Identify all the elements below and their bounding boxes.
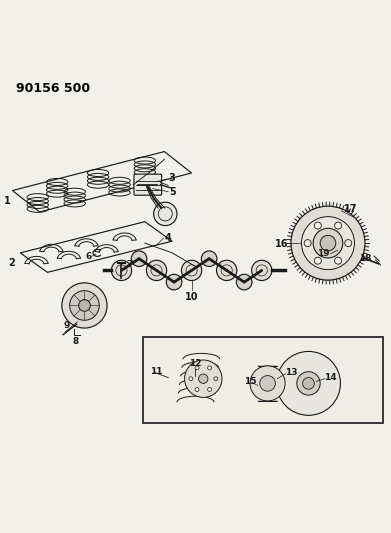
Circle shape	[217, 260, 237, 280]
Circle shape	[314, 222, 321, 229]
Text: 2: 2	[9, 257, 16, 268]
Circle shape	[208, 366, 212, 370]
Circle shape	[154, 202, 177, 225]
Text: 18: 18	[359, 254, 371, 263]
Circle shape	[185, 360, 222, 398]
Circle shape	[237, 274, 252, 290]
Circle shape	[131, 251, 147, 266]
Circle shape	[195, 366, 199, 370]
Text: 3: 3	[168, 173, 175, 183]
Circle shape	[260, 376, 275, 391]
Circle shape	[276, 351, 341, 415]
Text: 9: 9	[64, 321, 70, 330]
Circle shape	[335, 222, 342, 229]
Text: 19: 19	[317, 249, 330, 258]
Circle shape	[195, 387, 199, 391]
Text: 10: 10	[185, 292, 198, 302]
Text: 17: 17	[344, 204, 358, 214]
Text: 15: 15	[244, 377, 256, 386]
Circle shape	[181, 260, 202, 280]
Circle shape	[199, 374, 208, 383]
Circle shape	[297, 372, 320, 395]
Bar	[143, 337, 383, 423]
Circle shape	[313, 228, 343, 258]
Text: 14: 14	[324, 373, 337, 382]
Text: 7: 7	[126, 260, 133, 269]
Circle shape	[208, 387, 212, 391]
FancyBboxPatch shape	[134, 174, 161, 195]
Circle shape	[304, 240, 311, 247]
Circle shape	[291, 206, 365, 280]
Text: 90156 500: 90156 500	[16, 82, 90, 95]
Text: 13: 13	[285, 368, 298, 377]
Text: 12: 12	[189, 359, 202, 368]
Circle shape	[189, 377, 193, 381]
Text: 16: 16	[275, 239, 288, 249]
Circle shape	[301, 216, 355, 270]
Text: 4: 4	[164, 233, 171, 243]
Circle shape	[303, 377, 314, 389]
Text: 8: 8	[73, 337, 79, 346]
Circle shape	[214, 377, 218, 381]
Circle shape	[314, 257, 321, 264]
Text: 1: 1	[4, 196, 11, 206]
Circle shape	[146, 260, 167, 280]
Text: 11: 11	[150, 367, 162, 376]
Circle shape	[79, 300, 90, 311]
Circle shape	[250, 366, 285, 401]
Circle shape	[166, 274, 182, 290]
Circle shape	[111, 260, 132, 280]
Circle shape	[62, 283, 107, 328]
Text: 5: 5	[169, 187, 176, 197]
Circle shape	[345, 240, 352, 247]
Circle shape	[335, 257, 342, 264]
Text: 6: 6	[85, 252, 91, 261]
Circle shape	[251, 260, 272, 280]
Circle shape	[70, 290, 99, 320]
Circle shape	[320, 236, 336, 251]
Circle shape	[201, 251, 217, 266]
